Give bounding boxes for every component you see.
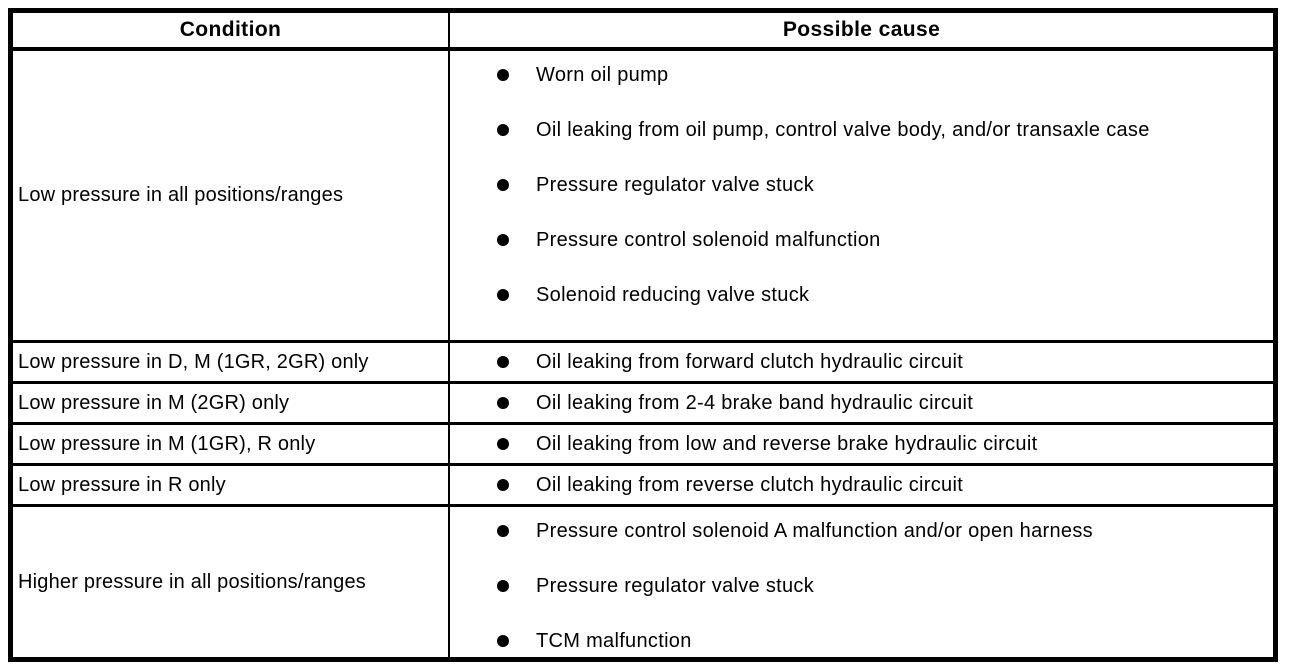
cause-text: Oil leaking from reverse clutch hydrauli…	[536, 473, 964, 496]
diagnosis-table: Condition Possible cause Low pressure in…	[8, 8, 1278, 662]
bullet-icon	[497, 124, 509, 136]
cause-item: TCM malfunction	[450, 629, 1273, 654]
cause-text: Pressure control solenoid malfunction	[536, 229, 881, 251]
cause-text: Oil leaking from forward clutch hydrauli…	[536, 350, 964, 373]
column-header-condition: Condition	[13, 13, 450, 47]
bullet-icon	[497, 396, 509, 409]
bullet-icon	[497, 179, 509, 191]
cause-text: TCM malfunction	[536, 630, 692, 652]
condition-text: Low pressure in M (1GR), R only	[18, 432, 316, 455]
table-header-row: Condition Possible cause	[13, 13, 1273, 51]
bullet-icon	[497, 355, 509, 368]
condition-cell: Low pressure in all positions/ranges	[13, 51, 450, 340]
condition-cell: Low pressure in R only	[13, 466, 450, 504]
cause-text: Oil leaking from 2-4 brake band hydrauli…	[536, 391, 974, 414]
table-row: Low pressure in D, M (1GR, 2GR) only Oil…	[13, 343, 1273, 384]
condition-text: Low pressure in R only	[18, 473, 226, 496]
cause-text: Worn oil pump	[536, 64, 669, 86]
cause-cell: Worn oil pump Oil leaking from oil pump,…	[450, 51, 1273, 340]
cause-text: Pressure regulator valve stuck	[536, 575, 815, 597]
condition-cell: Low pressure in M (1GR), R only	[13, 425, 450, 463]
condition-cell: Higher pressure in all positions/ranges	[13, 507, 450, 657]
cause-item: Pressure control solenoid malfunction	[450, 228, 1273, 253]
cause-item: Oil leaking from oil pump, control valve…	[450, 118, 1273, 143]
cause-item: Oil leaking from forward clutch hydrauli…	[450, 350, 1273, 375]
cause-text: Oil leaking from oil pump, control valve…	[536, 119, 1150, 141]
cause-item: Pressure regulator valve stuck	[450, 574, 1273, 599]
column-header-possible-cause: Possible cause	[782, 18, 941, 41]
cause-cell: Pressure control solenoid A malfunction …	[450, 507, 1273, 657]
bullet-icon	[497, 234, 509, 246]
condition-text: Low pressure in all positions/ranges	[18, 184, 344, 206]
condition-cell: Low pressure in D, M (1GR, 2GR) only	[13, 343, 450, 381]
cause-cell: Oil leaking from low and reverse brake h…	[450, 425, 1273, 463]
bullet-icon	[497, 69, 509, 81]
cause-cell: Oil leaking from reverse clutch hydrauli…	[450, 466, 1273, 504]
cause-cell: Oil leaking from forward clutch hydrauli…	[450, 343, 1273, 381]
table-row: Low pressure in all positions/ranges Wor…	[13, 51, 1273, 343]
cause-text: Oil leaking from low and reverse brake h…	[536, 432, 1038, 455]
condition-text: Low pressure in M (2GR) only	[18, 391, 290, 414]
cause-item: Solenoid reducing valve stuck	[450, 283, 1273, 308]
table-row: Low pressure in R only Oil leaking from …	[13, 466, 1273, 507]
table-row: Higher pressure in all positions/ranges …	[13, 507, 1273, 657]
table-row: Low pressure in M (1GR), R only Oil leak…	[13, 425, 1273, 466]
cause-text: Solenoid reducing valve stuck	[536, 284, 810, 306]
bullet-icon	[497, 437, 509, 450]
condition-cell: Low pressure in M (2GR) only	[13, 384, 450, 422]
condition-text: Higher pressure in all positions/ranges	[18, 570, 366, 593]
cause-cell: Oil leaking from 2-4 brake band hydrauli…	[450, 384, 1273, 422]
cause-text: Pressure regulator valve stuck	[536, 174, 815, 196]
bullet-icon	[497, 478, 509, 491]
table-body: Low pressure in all positions/ranges Wor…	[13, 51, 1273, 657]
bullet-icon	[497, 289, 509, 301]
cause-item: Oil leaking from 2-4 brake band hydrauli…	[450, 391, 1273, 416]
cause-item: Pressure regulator valve stuck	[450, 173, 1273, 198]
cause-text: Pressure control solenoid A malfunction …	[536, 520, 1093, 542]
condition-text: Low pressure in D, M (1GR, 2GR) only	[18, 350, 369, 373]
cause-item: Oil leaking from low and reverse brake h…	[450, 432, 1273, 457]
bullet-icon	[497, 635, 509, 647]
bullet-icon	[497, 580, 509, 592]
cause-item: Oil leaking from reverse clutch hydrauli…	[450, 473, 1273, 498]
cause-item: Worn oil pump	[450, 63, 1273, 88]
bullet-icon	[497, 525, 509, 537]
cause-item: Pressure control solenoid A malfunction …	[450, 519, 1273, 544]
table-row: Low pressure in M (2GR) only Oil leaking…	[13, 384, 1273, 425]
